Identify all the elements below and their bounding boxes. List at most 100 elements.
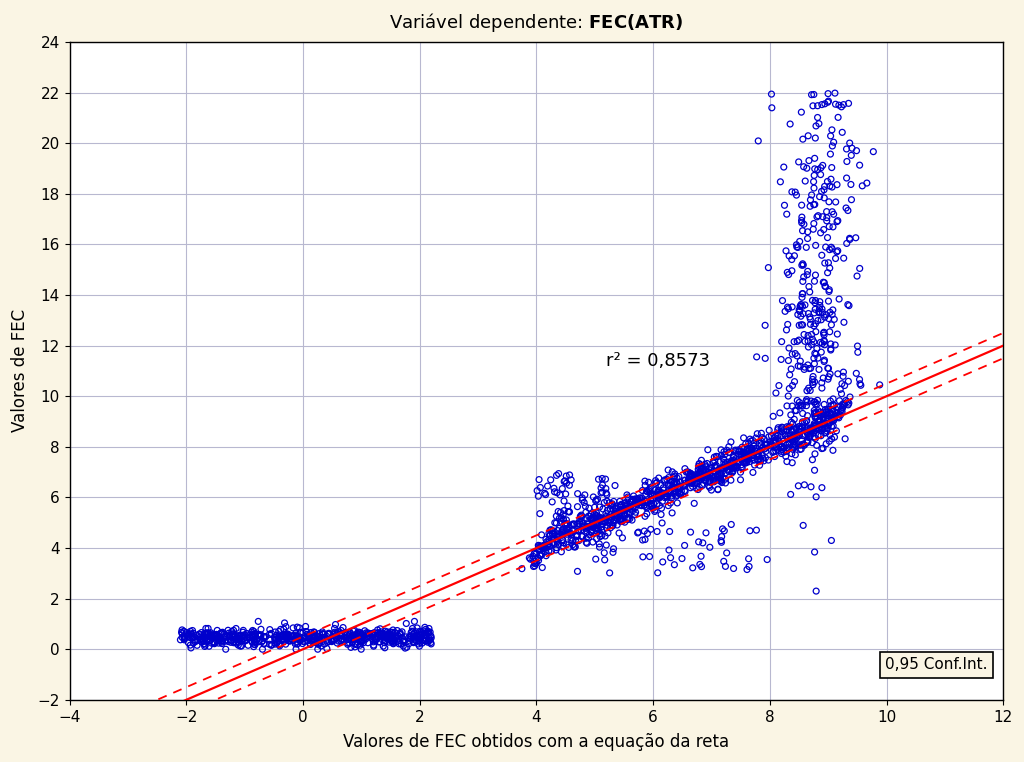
Point bbox=[765, 447, 781, 459]
Point bbox=[737, 452, 754, 464]
Point bbox=[809, 100, 825, 112]
Point bbox=[681, 470, 697, 482]
Point bbox=[604, 520, 621, 532]
Point bbox=[826, 414, 843, 426]
Point bbox=[202, 634, 218, 646]
Point bbox=[598, 512, 614, 524]
Point bbox=[831, 395, 848, 407]
Point bbox=[725, 463, 741, 475]
Point bbox=[778, 324, 795, 336]
Point bbox=[739, 446, 756, 458]
Point bbox=[627, 508, 643, 520]
Point bbox=[842, 391, 858, 403]
Point bbox=[569, 517, 586, 530]
Point bbox=[791, 421, 807, 433]
Point bbox=[822, 306, 839, 319]
Point bbox=[343, 632, 359, 644]
Point bbox=[382, 630, 398, 642]
Point bbox=[777, 430, 794, 442]
Point bbox=[750, 448, 766, 460]
Point bbox=[174, 628, 190, 640]
Point bbox=[593, 512, 609, 524]
Point bbox=[672, 487, 688, 499]
Point bbox=[806, 407, 822, 419]
Point bbox=[389, 624, 406, 636]
Point bbox=[819, 408, 836, 420]
Point bbox=[791, 334, 807, 346]
Point bbox=[229, 634, 246, 646]
Point bbox=[842, 233, 858, 245]
Point bbox=[556, 527, 572, 539]
Point bbox=[721, 446, 737, 458]
Point bbox=[571, 517, 588, 530]
Point bbox=[382, 626, 398, 638]
Point bbox=[763, 430, 779, 442]
Point bbox=[286, 630, 302, 642]
Point bbox=[699, 443, 716, 456]
Point bbox=[713, 474, 729, 486]
Point bbox=[534, 529, 550, 541]
Point bbox=[721, 460, 737, 472]
Point bbox=[573, 530, 590, 543]
Point bbox=[792, 360, 808, 373]
Point bbox=[224, 630, 241, 642]
Point bbox=[690, 475, 707, 487]
Point bbox=[682, 471, 698, 483]
Point bbox=[812, 410, 828, 422]
Point bbox=[206, 629, 222, 642]
Point bbox=[339, 629, 355, 641]
Point bbox=[654, 517, 671, 529]
Point bbox=[794, 291, 810, 303]
Point bbox=[796, 218, 812, 230]
Point bbox=[836, 366, 852, 378]
Point bbox=[808, 325, 824, 338]
Point bbox=[806, 169, 822, 181]
Point bbox=[267, 626, 284, 638]
Point bbox=[638, 501, 654, 513]
Point bbox=[197, 640, 213, 652]
Point bbox=[300, 629, 316, 642]
Point bbox=[823, 242, 840, 254]
Point bbox=[823, 408, 840, 421]
Point bbox=[779, 424, 796, 437]
Point bbox=[839, 143, 855, 155]
Point bbox=[550, 524, 566, 536]
Point bbox=[628, 506, 644, 518]
Point bbox=[807, 420, 823, 432]
Point bbox=[788, 421, 805, 434]
Point bbox=[807, 410, 823, 422]
Point bbox=[375, 634, 391, 646]
Point bbox=[539, 536, 555, 548]
Point bbox=[602, 511, 618, 523]
Point bbox=[627, 493, 643, 505]
Point bbox=[836, 252, 852, 264]
Point bbox=[614, 532, 631, 544]
Point bbox=[788, 350, 805, 362]
Point bbox=[413, 632, 429, 645]
Point bbox=[813, 376, 829, 389]
Point bbox=[632, 499, 648, 511]
Point bbox=[732, 474, 749, 486]
Point bbox=[191, 632, 208, 644]
Point bbox=[824, 181, 841, 193]
Point bbox=[598, 507, 614, 520]
Point bbox=[773, 445, 790, 457]
Point bbox=[806, 320, 822, 332]
Point bbox=[677, 474, 693, 486]
Point bbox=[820, 418, 837, 431]
Point bbox=[744, 434, 761, 447]
Point bbox=[631, 497, 647, 509]
Point bbox=[806, 307, 822, 319]
Point bbox=[834, 378, 850, 390]
Point bbox=[247, 628, 263, 640]
Point bbox=[808, 120, 824, 132]
Point bbox=[406, 627, 422, 639]
Point bbox=[719, 444, 735, 456]
Point bbox=[541, 533, 557, 546]
Point bbox=[691, 458, 708, 470]
Point bbox=[871, 379, 888, 391]
Point bbox=[295, 626, 311, 639]
Point bbox=[778, 424, 795, 436]
Point bbox=[784, 434, 801, 446]
Point bbox=[574, 530, 591, 542]
